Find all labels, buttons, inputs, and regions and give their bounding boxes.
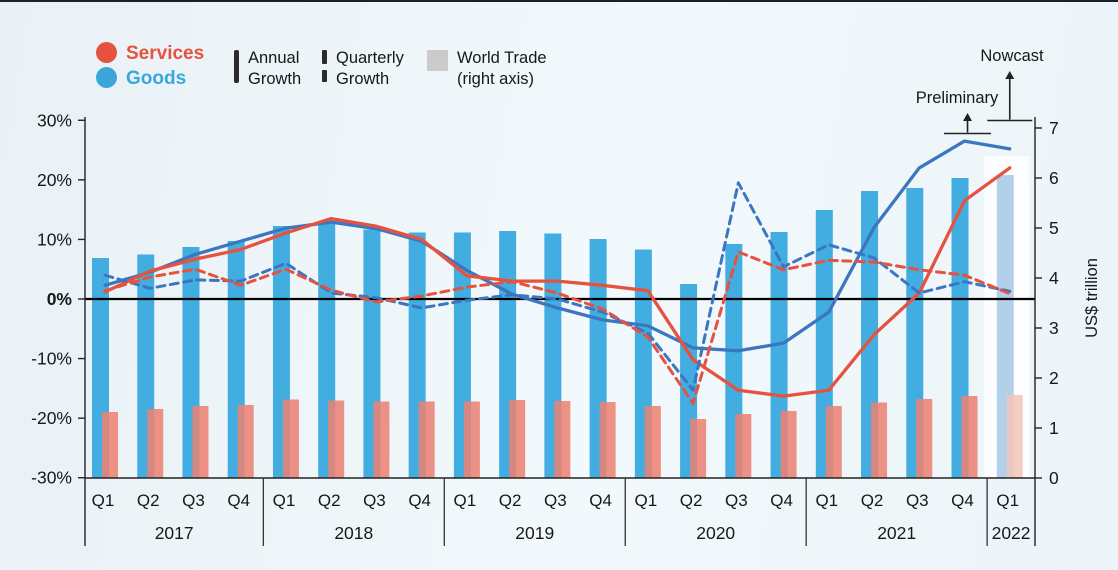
right-axis-tick-label: 6 (1049, 168, 1059, 188)
services-dot-icon (96, 42, 117, 63)
legend-item-goods: Goods (96, 67, 186, 91)
quarter-label: Q2 (499, 491, 522, 510)
services-bar (780, 411, 797, 478)
quarter-label: Q1 (996, 491, 1019, 510)
quarter-label: Q2 (318, 491, 341, 510)
quarter-label: Q3 (906, 491, 929, 510)
year-label: 2019 (515, 523, 554, 543)
preliminary-arrowhead (963, 113, 973, 121)
year-label: 2020 (696, 523, 735, 543)
goods-quarterly-growth-line (103, 181, 1012, 392)
services-bar (735, 414, 752, 478)
legend-annual-line2: Growth (248, 70, 302, 88)
year-label: 2017 (155, 523, 194, 543)
legend-quarterly-line1: Quarterly (336, 49, 404, 67)
legend-world-trade-label: World Trade (right axis) (457, 48, 547, 90)
quarter-label: Q4 (408, 491, 431, 510)
services-bar (599, 402, 616, 478)
gray-square-icon (427, 50, 448, 71)
left-axis-tick-label: -10% (31, 349, 72, 369)
quarter-label: Q1 (635, 491, 658, 510)
legend-quarterly-label: Quarterly Growth (336, 48, 404, 90)
services-bar (825, 406, 842, 478)
quarter-label: Q2 (680, 491, 703, 510)
left-axis-tick-label: 10% (37, 229, 72, 249)
services-bar (418, 401, 435, 478)
quarter-label: Q3 (363, 491, 386, 510)
quarter-label: Q3 (182, 491, 205, 510)
legend-annual-line1: Annual (248, 49, 300, 67)
services-annual-growth-line (103, 166, 1012, 398)
quarter-label: Q4 (227, 491, 250, 510)
left-axis-tick-label: 0% (47, 289, 73, 309)
legend-item-services: Services (96, 42, 204, 66)
legend-world-line2: (right axis) (457, 70, 535, 88)
legend-item-world-trade: World Trade (right axis) (427, 48, 547, 90)
legend-world-line1: World Trade (457, 49, 547, 67)
services-bar (102, 412, 118, 478)
legend-item-annual-growth: Annual Growth (234, 48, 301, 90)
services-bar (237, 405, 254, 478)
right-axis-title: US$ trillion (1083, 258, 1101, 338)
nowcast-arrowhead (1005, 71, 1015, 79)
year-label: 2022 (992, 523, 1031, 543)
left-axis-tick-label: -30% (31, 468, 72, 488)
quarter-label: Q1 (454, 491, 477, 510)
services-bar (463, 401, 480, 478)
left-axis-tick-label: 20% (37, 170, 72, 190)
quarter-label: Q2 (861, 491, 884, 510)
quarter-label: Q1 (273, 491, 296, 510)
services-bar (961, 396, 978, 478)
quarter-label: Q2 (137, 491, 160, 510)
solid-line-icon (234, 50, 239, 83)
services-quarterly-growth-line (103, 250, 1012, 405)
window-top-border (0, 0, 1118, 2)
year-label: 2018 (334, 523, 373, 543)
nowcast-annotation: Nowcast (980, 47, 1044, 65)
right-axis-tick-label: 4 (1049, 268, 1059, 288)
right-axis-tick-label: 1 (1049, 418, 1059, 438)
right-axis-tick-label: 0 (1049, 468, 1059, 488)
legend-services-label: Services (126, 43, 205, 64)
legend-quarterly-line2: Growth (336, 70, 390, 88)
services-bar (554, 401, 571, 478)
services-bar (509, 400, 526, 478)
goods-annual-growth-line (103, 139, 1012, 353)
services-bar (147, 409, 164, 478)
right-axis-tick-label: 5 (1049, 218, 1059, 238)
quarter-label: Q4 (770, 491, 793, 510)
services-bar (373, 401, 390, 478)
services-bar (192, 406, 209, 478)
services-bar (328, 400, 345, 478)
quarter-label: Q1 (92, 491, 115, 510)
services-bar (644, 406, 661, 478)
right-axis-tick-label: 7 (1049, 118, 1059, 138)
right-axis-tick-label: 3 (1049, 318, 1059, 338)
services-bar (1006, 395, 1023, 478)
legend-goods-label: Goods (126, 68, 187, 89)
quarter-label: Q3 (725, 491, 748, 510)
services-bar (871, 402, 888, 478)
preliminary-annotation: Preliminary (915, 89, 999, 107)
dashed-line-icon (322, 50, 327, 83)
quarter-label: Q1 (815, 491, 838, 510)
legend-item-quarterly-growth: Quarterly Growth (322, 48, 404, 90)
quarter-label: Q4 (589, 491, 612, 510)
services-bar (690, 419, 707, 478)
quarter-label: Q3 (544, 491, 567, 510)
services-bar (916, 399, 933, 478)
goods-dot-icon (96, 67, 117, 88)
right-axis-tick-label: 2 (1049, 368, 1059, 388)
left-axis-tick-label: 30% (37, 110, 72, 130)
quarter-label: Q4 (951, 491, 974, 510)
year-label: 2021 (877, 523, 916, 543)
services-bar (282, 399, 299, 478)
left-axis-tick-label: -20% (31, 408, 72, 428)
legend-annual-label: Annual Growth (248, 48, 301, 90)
